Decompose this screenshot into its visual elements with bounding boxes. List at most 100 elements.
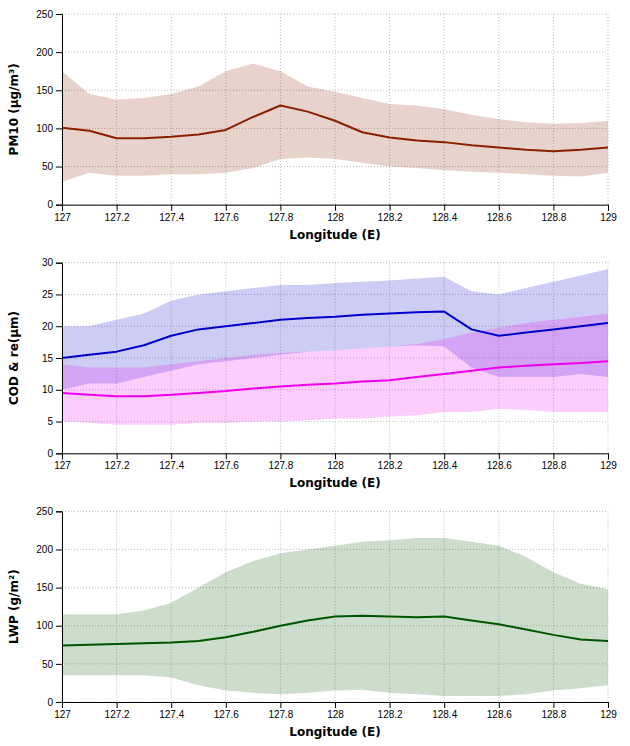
- tick-label: 150: [36, 85, 53, 96]
- axis-line: [63, 205, 609, 211]
- tick: 127.6: [214, 453, 239, 471]
- tick: 50: [42, 161, 62, 172]
- y-axis-title: LWP (g/m²): [7, 569, 21, 644]
- x-axis-title: Longitude (E): [289, 228, 381, 242]
- tick-mark: [608, 205, 609, 211]
- tick-mark: [56, 511, 62, 512]
- tick-label: 129: [600, 709, 617, 720]
- y-axis: 0 50 100 150 200 250: [36, 9, 62, 211]
- tick-mark: [553, 205, 554, 211]
- tick: 127: [54, 205, 71, 223]
- tick-mark: [56, 128, 62, 129]
- tick-mark: [280, 205, 281, 211]
- tick-label: 128.6: [487, 709, 512, 720]
- panel: 127127.2127.4127.6127.8128128.2128.4128.…: [7, 506, 617, 739]
- tick: 127.6: [214, 702, 239, 720]
- tick: 128.6: [487, 453, 512, 471]
- tick-label: 128: [327, 460, 344, 471]
- tick: 10: [42, 384, 62, 395]
- tick: 100: [36, 620, 62, 631]
- tick-label: 200: [36, 544, 53, 555]
- plot-area: [62, 538, 608, 696]
- tick-label: 128.2: [378, 460, 403, 471]
- tick-label: 100: [36, 620, 53, 631]
- panel: 127 127.2 127.4 127.6 127.8 128 128.2 128.4 128.…: [7, 257, 617, 490]
- tick-label: 30: [42, 257, 54, 268]
- tick-mark: [56, 52, 62, 53]
- tick-mark: [499, 205, 500, 211]
- tick: 200: [36, 47, 62, 58]
- tick: 250: [36, 506, 62, 517]
- tick-label: 127.4: [159, 212, 184, 223]
- x-axis: 127127.2127.4127.6127.8128128.2128.4128.…: [54, 205, 617, 223]
- tick: 50: [42, 659, 62, 670]
- tick-mark: [444, 702, 445, 708]
- tick: 250: [36, 9, 62, 20]
- tick-label: 128.2: [378, 212, 403, 223]
- tick-mark: [117, 702, 118, 708]
- tick-label: 50: [42, 659, 54, 670]
- tick-mark: [226, 453, 227, 459]
- tick: 128.4: [432, 453, 457, 471]
- tick: 5: [47, 416, 62, 427]
- tick: 127: [54, 453, 71, 471]
- tick: 129: [600, 453, 617, 471]
- line: [62, 616, 608, 646]
- tick-mark: [335, 702, 336, 708]
- tick-mark: [117, 453, 118, 459]
- tick-mark: [553, 453, 554, 459]
- tick-mark: [56, 14, 62, 15]
- tick-label: 127: [54, 460, 71, 471]
- tick-label: 200: [36, 47, 53, 58]
- tick-label: 127.2: [105, 212, 130, 223]
- tick: 0: [47, 199, 62, 210]
- tick-label: 127: [54, 709, 71, 720]
- tick: 127.2: [105, 702, 130, 720]
- tick: 127.4: [159, 453, 184, 471]
- axis-line: [56, 263, 63, 454]
- tick: 0: [47, 697, 62, 708]
- tick-mark: [390, 205, 391, 211]
- tick-mark: [226, 702, 227, 708]
- tick: 127.4: [159, 702, 184, 720]
- tick-mark: [280, 453, 281, 459]
- tick: 200: [36, 544, 62, 555]
- tick-label: 128: [327, 212, 344, 223]
- tick-mark: [56, 549, 62, 550]
- tick: 127.8: [268, 702, 293, 720]
- tick-mark: [499, 453, 500, 459]
- tick-label: 0: [47, 697, 53, 708]
- tick: 129: [600, 205, 617, 223]
- tick-label: 15: [42, 353, 54, 364]
- grid-line: [553, 14, 554, 205]
- tick: 128.8: [541, 702, 566, 720]
- line: [62, 312, 608, 358]
- tick-mark: [56, 294, 62, 295]
- tick-mark: [171, 205, 172, 211]
- tick-label: 128.2: [378, 709, 403, 720]
- band: [62, 314, 608, 425]
- tick-label: 128.6: [487, 212, 512, 223]
- line: [62, 106, 608, 152]
- tick-label: 128.4: [432, 709, 457, 720]
- tick: 128: [327, 205, 344, 223]
- tick-label: 127.8: [268, 709, 293, 720]
- tick-label: 25: [42, 289, 54, 300]
- grid: [62, 511, 608, 702]
- tick: 150: [36, 85, 62, 96]
- tick-mark: [335, 205, 336, 211]
- tick: 127.8: [268, 453, 293, 471]
- grid: [62, 263, 608, 454]
- tick-label: 127.4: [159, 460, 184, 471]
- tick-label: 0: [47, 199, 53, 210]
- tick-mark: [444, 205, 445, 211]
- plot-area: [62, 269, 608, 425]
- tick: 100: [36, 123, 62, 134]
- tick-label: 127.8: [268, 212, 293, 223]
- figure: 127 127.2 127.4 127.6 127.8 128 128.2 128.4 128.…: [0, 0, 630, 746]
- tick: 128.2: [378, 453, 403, 471]
- tick: 30: [42, 257, 62, 268]
- tick: 129: [600, 702, 617, 720]
- grid: [62, 14, 608, 205]
- tick-label: 127.2: [105, 460, 130, 471]
